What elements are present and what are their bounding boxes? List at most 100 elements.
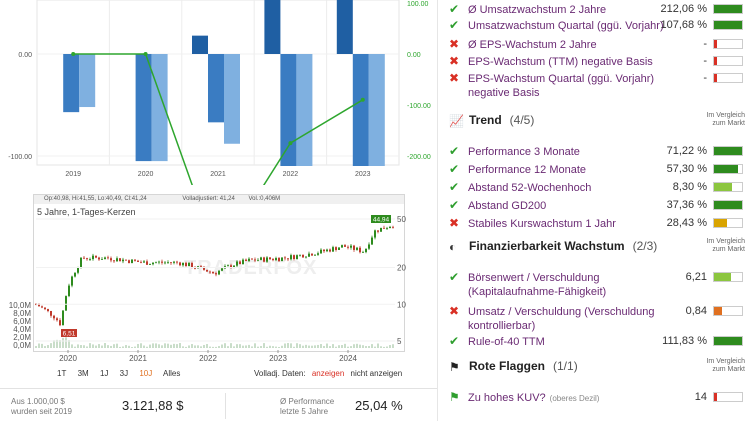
criterion-label[interactable]: EPS-Wachstum (TTM) negative Basis	[468, 56, 653, 68]
candle-body	[308, 253, 310, 257]
candle-body	[356, 247, 358, 250]
criterion-label[interactable]: Zu hohes KUV? (oberes Dezil)	[468, 392, 600, 404]
volume-bar	[242, 345, 244, 348]
candle-body	[329, 249, 331, 252]
volume-bar	[53, 340, 55, 348]
volume-bar	[389, 345, 391, 348]
criterion-value: -	[703, 38, 707, 50]
volume-bar	[188, 345, 190, 348]
volume-tick-label: 0,0M	[13, 341, 31, 350]
candle-body	[71, 276, 73, 286]
candle-body	[110, 258, 112, 261]
show-adjusted-link[interactable]: anzeigen	[311, 369, 345, 378]
candle-body	[272, 259, 274, 261]
candle-body	[317, 253, 319, 255]
range-3j[interactable]: 3J	[119, 369, 129, 378]
volume-bar	[359, 344, 361, 348]
check-icon: ✔	[449, 198, 460, 212]
criterion-value: 107,68 %	[660, 19, 707, 31]
fin-bar	[208, 54, 224, 123]
eps-point	[360, 97, 365, 102]
score-bar-fill	[714, 307, 723, 315]
volume-bar	[374, 346, 376, 348]
invest-label-1: Aus 1.000,00 $	[11, 397, 65, 406]
criterion-label[interactable]: Abstand GD200	[468, 200, 547, 212]
year-label: 2020	[138, 171, 154, 178]
volume-bar	[137, 343, 139, 348]
range-alles[interactable]: Alles	[163, 369, 181, 378]
candle-body	[326, 249, 328, 252]
volume-bar	[59, 340, 61, 348]
candle-body	[245, 259, 247, 261]
criterion-value: 37,36 %	[666, 199, 707, 211]
candle-body	[155, 262, 157, 264]
criterion-label[interactable]: Performance 3 Monate	[468, 146, 580, 158]
range-10j[interactable]: 10J	[139, 369, 153, 378]
volume-bar	[170, 344, 172, 348]
plot-frame	[36, 0, 400, 166]
candle-body	[86, 258, 88, 260]
trend-note: Im Vergleich zum Markt	[706, 112, 745, 127]
candle-body	[140, 261, 142, 263]
criterion-label[interactable]: EPS-Wachstum Quartal (ggü. Vorjahr) nega…	[468, 73, 655, 99]
candle-body	[59, 320, 61, 326]
criterion-label[interactable]: Rule-of-40 TTM	[468, 336, 545, 348]
score-bar-fill	[714, 57, 717, 65]
hide-adjusted-link[interactable]: nicht anzeigen	[350, 369, 403, 378]
criterion-row: ✖ Umsatz / Verschuldung (Verschuldung kon…	[438, 302, 750, 332]
price-tick-label: 50	[397, 215, 406, 224]
criterion-label[interactable]: Börsenwert / Verschuldung (Kapitalaufnah…	[468, 272, 607, 298]
volume-bar	[134, 346, 136, 348]
volume-bar	[191, 344, 193, 348]
low-price-label: 6,51	[63, 331, 76, 338]
candle-body	[44, 307, 46, 310]
volume-bar	[329, 346, 331, 348]
candle-body	[389, 226, 391, 229]
volume-bar	[254, 343, 256, 348]
criterion-row: ✖ EPS-Wachstum (TTM) negative Basis -	[438, 52, 750, 71]
score-bar-fill	[714, 337, 742, 345]
criterion-label[interactable]: Umsatzwachstum Quartal (ggü. Vorjahr)	[468, 20, 664, 32]
invest-label-2: wurden seit 2019	[11, 407, 72, 416]
candle-body	[338, 247, 340, 250]
year-tick-label: 2020	[59, 354, 77, 363]
score-bar	[713, 392, 743, 402]
left-panel: 0.00 -100.00 100.00 0.00 -100.00 -200.00 2019 2…	[0, 0, 437, 421]
cross-icon: ✖	[449, 216, 460, 230]
criterion-label[interactable]: Umsatz / Verschuldung (Verschuldung kont…	[468, 306, 655, 332]
criterion-label[interactable]: Stabiles Kurswachstum 1 Jahr	[468, 218, 616, 230]
eps-point	[288, 141, 293, 146]
volume-bar	[266, 346, 268, 348]
criterion-label[interactable]: Ø Umsatzwachstum 2 Jahre	[468, 4, 607, 16]
score-bar-fill	[714, 5, 742, 13]
volume-bar	[233, 346, 235, 348]
price-tick-label: 5	[397, 337, 402, 346]
candle-body	[227, 265, 229, 267]
invest-value: 3.121,88 $	[122, 398, 184, 413]
eps-point	[71, 52, 76, 56]
score-bar-fill	[714, 219, 727, 227]
candle-body	[80, 257, 82, 268]
volume-bar	[263, 343, 265, 348]
price-tick-label: 20	[397, 264, 406, 273]
criterion-label[interactable]: Abstand 52-Wochenhoch	[468, 182, 592, 194]
score-bar-fill	[714, 393, 717, 401]
score-bar	[713, 20, 743, 30]
criterion-value: 111,83 %	[662, 335, 707, 347]
volume-bar	[362, 345, 364, 348]
criterion-label[interactable]: Ø EPS-Wachstum 2 Jahre	[468, 39, 597, 51]
volume-bar	[68, 340, 70, 348]
volume-bar	[125, 345, 127, 348]
cross-icon: ✖	[449, 304, 460, 318]
criterion-value: 8,30 %	[672, 181, 707, 193]
candle-body	[83, 257, 85, 259]
candle-body	[263, 257, 265, 262]
range-1t[interactable]: 1T	[57, 369, 67, 378]
criterion-label[interactable]: Performance 12 Monate	[468, 164, 587, 176]
right-tick-label: 0.00	[407, 52, 421, 59]
range-3m[interactable]: 3M	[77, 369, 89, 378]
volume-bar	[368, 346, 370, 348]
volume-bar	[89, 343, 91, 348]
range-1j[interactable]: 1J	[99, 369, 109, 378]
candle-body	[371, 237, 373, 245]
